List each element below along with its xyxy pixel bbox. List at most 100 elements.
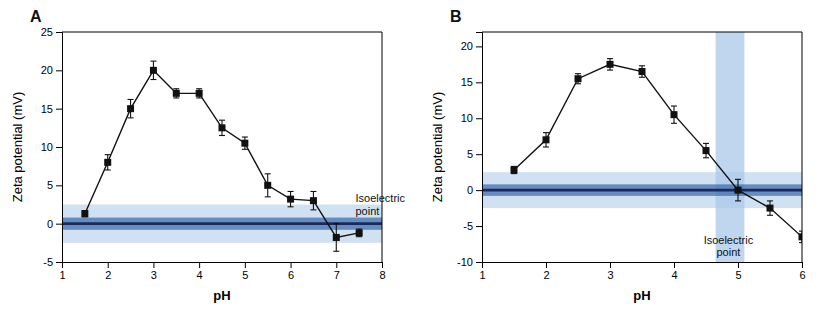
marker [767, 205, 774, 212]
marker [196, 90, 203, 97]
error-cap [265, 173, 271, 174]
error-cap [767, 200, 773, 201]
frame [62, 32, 382, 33]
tick-label: 5 [467, 148, 473, 160]
tick: 5 [242, 262, 248, 281]
band [62, 218, 382, 230]
error-cap [543, 146, 549, 147]
tick-mark [291, 262, 292, 268]
y-axis-title: Zeta potential (mV) [430, 92, 445, 203]
tick: 20 [41, 64, 62, 76]
error-cap [128, 117, 134, 118]
tick-mark [738, 262, 739, 268]
tick: 15 [461, 76, 482, 88]
tick: 5 [735, 262, 741, 281]
tick-label: 15 [461, 76, 473, 88]
tick-label: 20 [461, 40, 473, 52]
tick-label: 5 [735, 269, 741, 281]
error-bar [265, 174, 271, 197]
tick: 5 [47, 179, 62, 191]
tick-mark [476, 118, 482, 119]
frame [482, 32, 802, 33]
marker [264, 182, 271, 189]
tick: 6 [288, 262, 294, 281]
error-bar [196, 89, 202, 98]
axis-line [63, 263, 383, 269]
tick: 2 [105, 262, 111, 281]
marker [799, 233, 803, 240]
annotation-line: point [716, 246, 740, 258]
tick-mark [476, 46, 482, 47]
error-cap [543, 132, 549, 133]
error-cap [288, 206, 294, 207]
tick-label: 3 [151, 269, 157, 281]
tick-mark [610, 262, 611, 268]
tick-mark [382, 262, 383, 268]
tick: 20 [461, 40, 482, 52]
marker [356, 229, 363, 236]
error-cap [265, 196, 271, 197]
tick-label: 5 [47, 179, 53, 191]
marker [241, 140, 248, 147]
tick: 8 [379, 262, 385, 281]
tick-mark [108, 262, 109, 268]
data-line [85, 70, 359, 237]
marker [104, 159, 111, 166]
marker [287, 196, 294, 203]
tick-label: 25 [41, 26, 53, 38]
y-axis-title: Zeta potential (mV) [10, 92, 25, 203]
tick-label: 8 [379, 269, 385, 281]
error-bar [543, 133, 549, 147]
error-cap [173, 97, 179, 98]
y-axis: -50510152025 [41, 26, 63, 268]
tick: 6 [799, 262, 805, 281]
marker [511, 167, 518, 174]
marker [150, 67, 157, 74]
x-axis-title: pH [213, 288, 230, 303]
shade [716, 32, 745, 262]
error-cap [105, 169, 111, 170]
error-cap [703, 157, 709, 158]
zero-line [482, 189, 802, 192]
error-bar [128, 99, 134, 117]
tick-mark [56, 262, 62, 263]
error-bar [105, 155, 111, 170]
tick: 1 [479, 262, 485, 281]
error-cap [671, 105, 677, 106]
tick: 2 [543, 262, 549, 281]
annotation: Isoelectricpoint [355, 192, 405, 217]
annotation-line: Isoelectric [355, 192, 405, 204]
band [62, 205, 382, 243]
axis-line [483, 263, 803, 269]
marker [671, 111, 678, 118]
marker [310, 197, 317, 204]
tick: 3 [607, 262, 613, 281]
tick-label: 3 [607, 269, 613, 281]
marker [173, 90, 180, 97]
tick: 0 [467, 184, 482, 196]
chart: 12345678-50510152025pHZeta potential (mV… [0, 0, 840, 314]
tick: 0 [47, 218, 62, 230]
error-cap [607, 70, 613, 71]
error-cap [671, 123, 677, 124]
error-bar [219, 120, 225, 135]
tick-mark [476, 190, 482, 191]
marker [607, 61, 614, 68]
error-cap [173, 88, 179, 89]
tick-mark [245, 262, 246, 268]
error-cap [150, 61, 156, 62]
error-cap [639, 65, 645, 66]
tick-label: 0 [47, 218, 53, 230]
tick-mark [153, 262, 154, 268]
marker [127, 105, 134, 112]
tick-mark [476, 226, 482, 227]
tick-mark [56, 185, 62, 186]
tick-label: -5 [463, 220, 473, 232]
tick: 25 [41, 26, 62, 38]
error-bar [511, 166, 517, 173]
error-cap [735, 179, 741, 180]
tick: 5 [467, 148, 482, 160]
tick-label: 4 [671, 269, 677, 281]
error-bar [173, 89, 179, 98]
error-bar [242, 137, 248, 149]
